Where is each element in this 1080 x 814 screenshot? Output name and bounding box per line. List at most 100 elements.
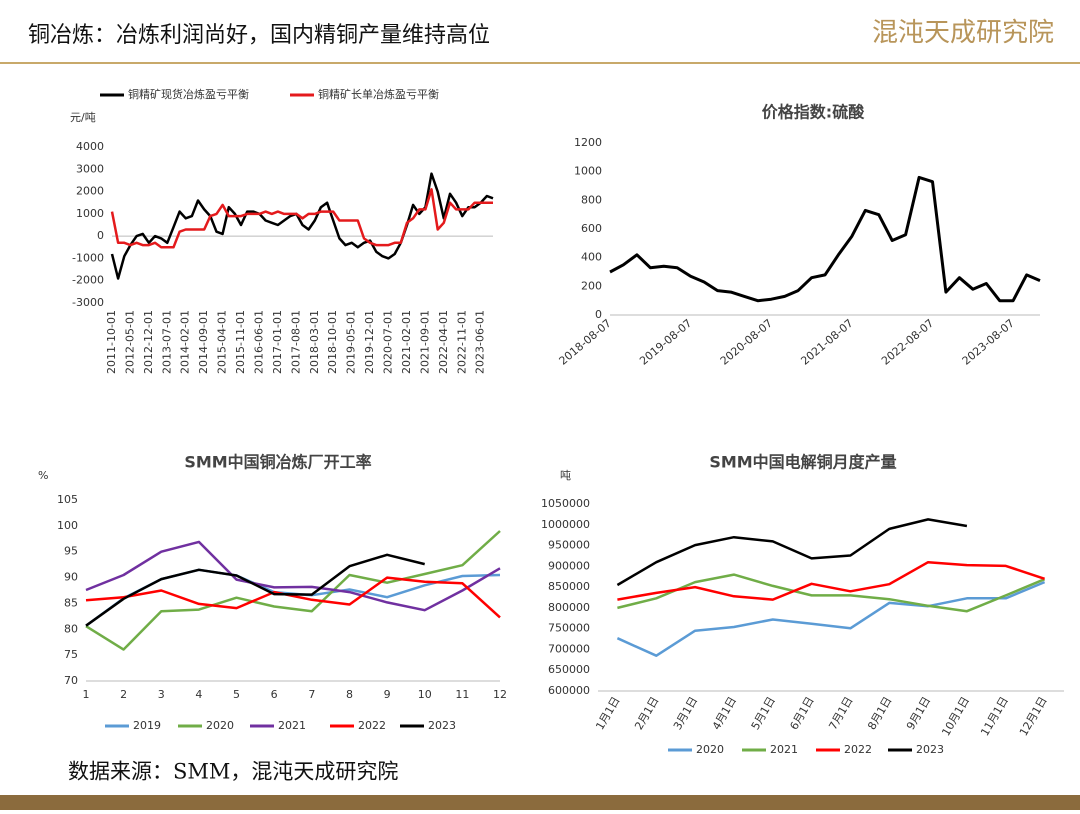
x-tick-label: 2019-05-01: [345, 310, 358, 374]
x-tick-label: 2023-06-01: [474, 310, 487, 374]
x-tick-label: 3: [158, 688, 165, 701]
y-tick-label: 900000: [548, 559, 590, 572]
y-tick-label: 2000: [76, 185, 104, 198]
legend-label: 铜精矿长单冶炼盈亏平衡: [318, 87, 439, 101]
x-tick-label: 2023-08-07: [960, 317, 1017, 368]
x-tick-label: 11: [455, 688, 469, 701]
x-tick-label: 2018-10-01: [326, 310, 339, 374]
y-tick-label: 600: [581, 222, 602, 235]
x-tick-label: 2014-02-01: [179, 310, 192, 374]
x-tick-label: 2015-04-01: [216, 310, 229, 374]
y-tick-label: 800000: [548, 601, 590, 614]
data-line: [85, 530, 501, 651]
x-tick-label: 2011-10-01: [105, 310, 118, 374]
x-tick-label: 2021-02-01: [400, 310, 413, 374]
x-tick-label: 2018-08-07: [557, 317, 614, 368]
data-line: [85, 553, 426, 627]
y-tick-label: -3000: [72, 296, 104, 309]
y-axis-unit: 吨: [560, 469, 571, 482]
x-tick-label: 2014-09-01: [197, 310, 210, 374]
x-tick-label: 2022-08-07: [879, 317, 936, 368]
x-tick-label: 1月1日: [593, 695, 622, 733]
slide-title: 铜冶炼：冶炼利润尚好，国内精铜产量维持高位: [28, 23, 490, 48]
y-tick-label: 750000: [548, 622, 590, 635]
x-tick-label: 2019-12-01: [363, 310, 376, 374]
x-tick-label: 6: [271, 688, 278, 701]
x-tick-label: 2016-06-01: [252, 310, 265, 374]
x-tick-label: 2017-01-01: [271, 310, 284, 374]
legend-label: 2022: [844, 743, 872, 756]
x-tick-label: 2013-07-01: [160, 310, 173, 374]
x-tick-label: 2015-11-01: [234, 310, 247, 374]
x-tick-label: 2019-08-07: [637, 317, 694, 368]
legend-label: 2023: [428, 719, 456, 732]
y-tick-label: 1050000: [541, 497, 590, 510]
chart-title: SMM中国铜冶炼厂开工率: [184, 453, 371, 472]
y-tick-label: 200: [581, 279, 602, 292]
chart-title: SMM中国电解铜月度产量: [709, 453, 896, 472]
y-tick-label: 3000: [76, 162, 104, 175]
data-line: [616, 518, 968, 587]
data-line: [85, 568, 501, 627]
x-tick-label: 8: [346, 688, 353, 701]
y-tick-label: 1000: [574, 165, 602, 178]
y-tick-label: 1000: [76, 207, 104, 220]
legend-label: 2022: [358, 719, 386, 732]
y-tick-label: 650000: [548, 663, 590, 676]
y-tick-label: 700000: [548, 642, 590, 655]
data-line: [616, 580, 1046, 657]
legend-label: 2019: [133, 719, 161, 732]
y-tick-label: 85: [64, 596, 78, 609]
x-tick-label: 2020-08-07: [718, 317, 775, 368]
x-tick-label: 9月1日: [904, 695, 933, 733]
x-tick-label: 2022-11-01: [455, 310, 468, 374]
x-tick-label: 4月1日: [710, 695, 739, 733]
y-tick-label: 100: [57, 519, 78, 532]
source-note: 数据来源：SMM，混沌天成研究院: [68, 760, 398, 784]
x-tick-label: 4: [195, 688, 202, 701]
legend-label: 2021: [770, 743, 798, 756]
x-tick-label: 3月1日: [671, 695, 700, 733]
y-tick-label: 950000: [548, 539, 590, 552]
y-tick-label: 90: [64, 571, 78, 584]
data-line: [617, 573, 1046, 613]
y-tick-label: 1200: [574, 136, 602, 149]
y-tick-label: 80: [64, 622, 78, 635]
y-tick-label: 0: [595, 308, 602, 321]
data-line: [85, 540, 501, 612]
chart-title: 价格指数:硫酸: [762, 103, 865, 122]
y-tick-label: 600000: [548, 684, 590, 697]
y-tick-label: 4000: [76, 140, 104, 153]
data-line: [609, 175, 1041, 303]
y-tick-label: 95: [64, 545, 78, 558]
y-tick-label: 850000: [548, 580, 590, 593]
x-tick-label: 2018-03-01: [308, 310, 321, 374]
y-tick-label: 800: [581, 193, 602, 206]
x-tick-label: 2021-09-01: [418, 310, 431, 374]
x-tick-label: 8月1日: [865, 695, 894, 733]
x-tick-label: 2012-12-01: [142, 310, 155, 374]
x-tick-label: 2月1日: [632, 695, 661, 733]
y-tick-label: -1000: [72, 251, 104, 264]
x-tick-label: 7月1日: [826, 695, 855, 733]
data-line: [110, 172, 494, 280]
legend-label: 铜精矿现货冶炼盈亏平衡: [128, 87, 249, 101]
y-axis-unit: 元/吨: [70, 111, 96, 124]
x-tick-label: 5: [233, 688, 240, 701]
x-tick-label: 10月1日: [939, 695, 972, 739]
x-tick-label: 2: [120, 688, 127, 701]
x-tick-label: 2022-04-01: [437, 310, 450, 374]
x-tick-label: 12: [493, 688, 507, 701]
y-tick-label: -2000: [72, 274, 104, 287]
y-tick-label: 75: [64, 648, 78, 661]
x-tick-label: 6月1日: [788, 695, 817, 733]
y-tick-label: 70: [64, 674, 78, 687]
x-tick-label: 11月1日: [978, 695, 1011, 739]
x-tick-label: 12月1日: [1017, 695, 1050, 739]
x-tick-label: 1: [83, 688, 90, 701]
footer-band: [0, 795, 1080, 810]
y-axis-unit: %: [38, 469, 48, 482]
y-tick-label: 1000000: [541, 518, 590, 531]
data-line: [617, 560, 1045, 601]
